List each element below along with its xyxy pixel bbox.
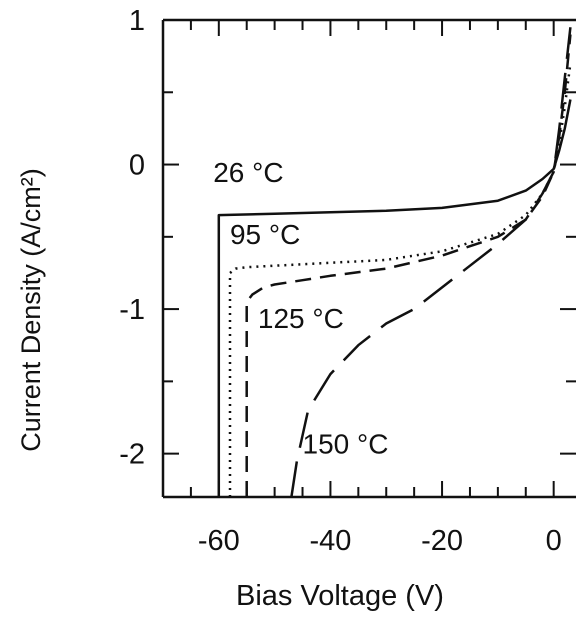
series-label: 125 °C bbox=[258, 303, 344, 334]
series-layer bbox=[217, 27, 572, 498]
annotations: 26 °C 95 °C 125 °C 150 °C bbox=[213, 157, 388, 460]
series-label: 150 °C bbox=[303, 429, 389, 460]
axes: -60 -40 -20 0 1 0 -1 -2 bbox=[119, 5, 576, 557]
y-tick-label: 0 bbox=[129, 150, 145, 182]
series-line bbox=[217, 99, 572, 497]
x-tick-label: -20 bbox=[421, 525, 463, 557]
series-label: 26 °C bbox=[213, 157, 283, 188]
x-axis-label: Bias Voltage (V) bbox=[236, 580, 444, 612]
series-line bbox=[290, 27, 572, 498]
y-axis-label: Current Density (A/cm²) bbox=[16, 168, 46, 452]
series-line bbox=[228, 63, 572, 497]
y-tick-label: -1 bbox=[119, 294, 145, 326]
series-line bbox=[245, 34, 572, 497]
y-tick-label: -2 bbox=[119, 439, 145, 471]
y-tick-label: 1 bbox=[129, 5, 145, 37]
x-tick-label: -60 bbox=[198, 525, 240, 557]
series-label: 95 °C bbox=[230, 219, 300, 250]
x-tick-label: 0 bbox=[546, 525, 562, 557]
x-tick-label: -40 bbox=[309, 525, 351, 557]
